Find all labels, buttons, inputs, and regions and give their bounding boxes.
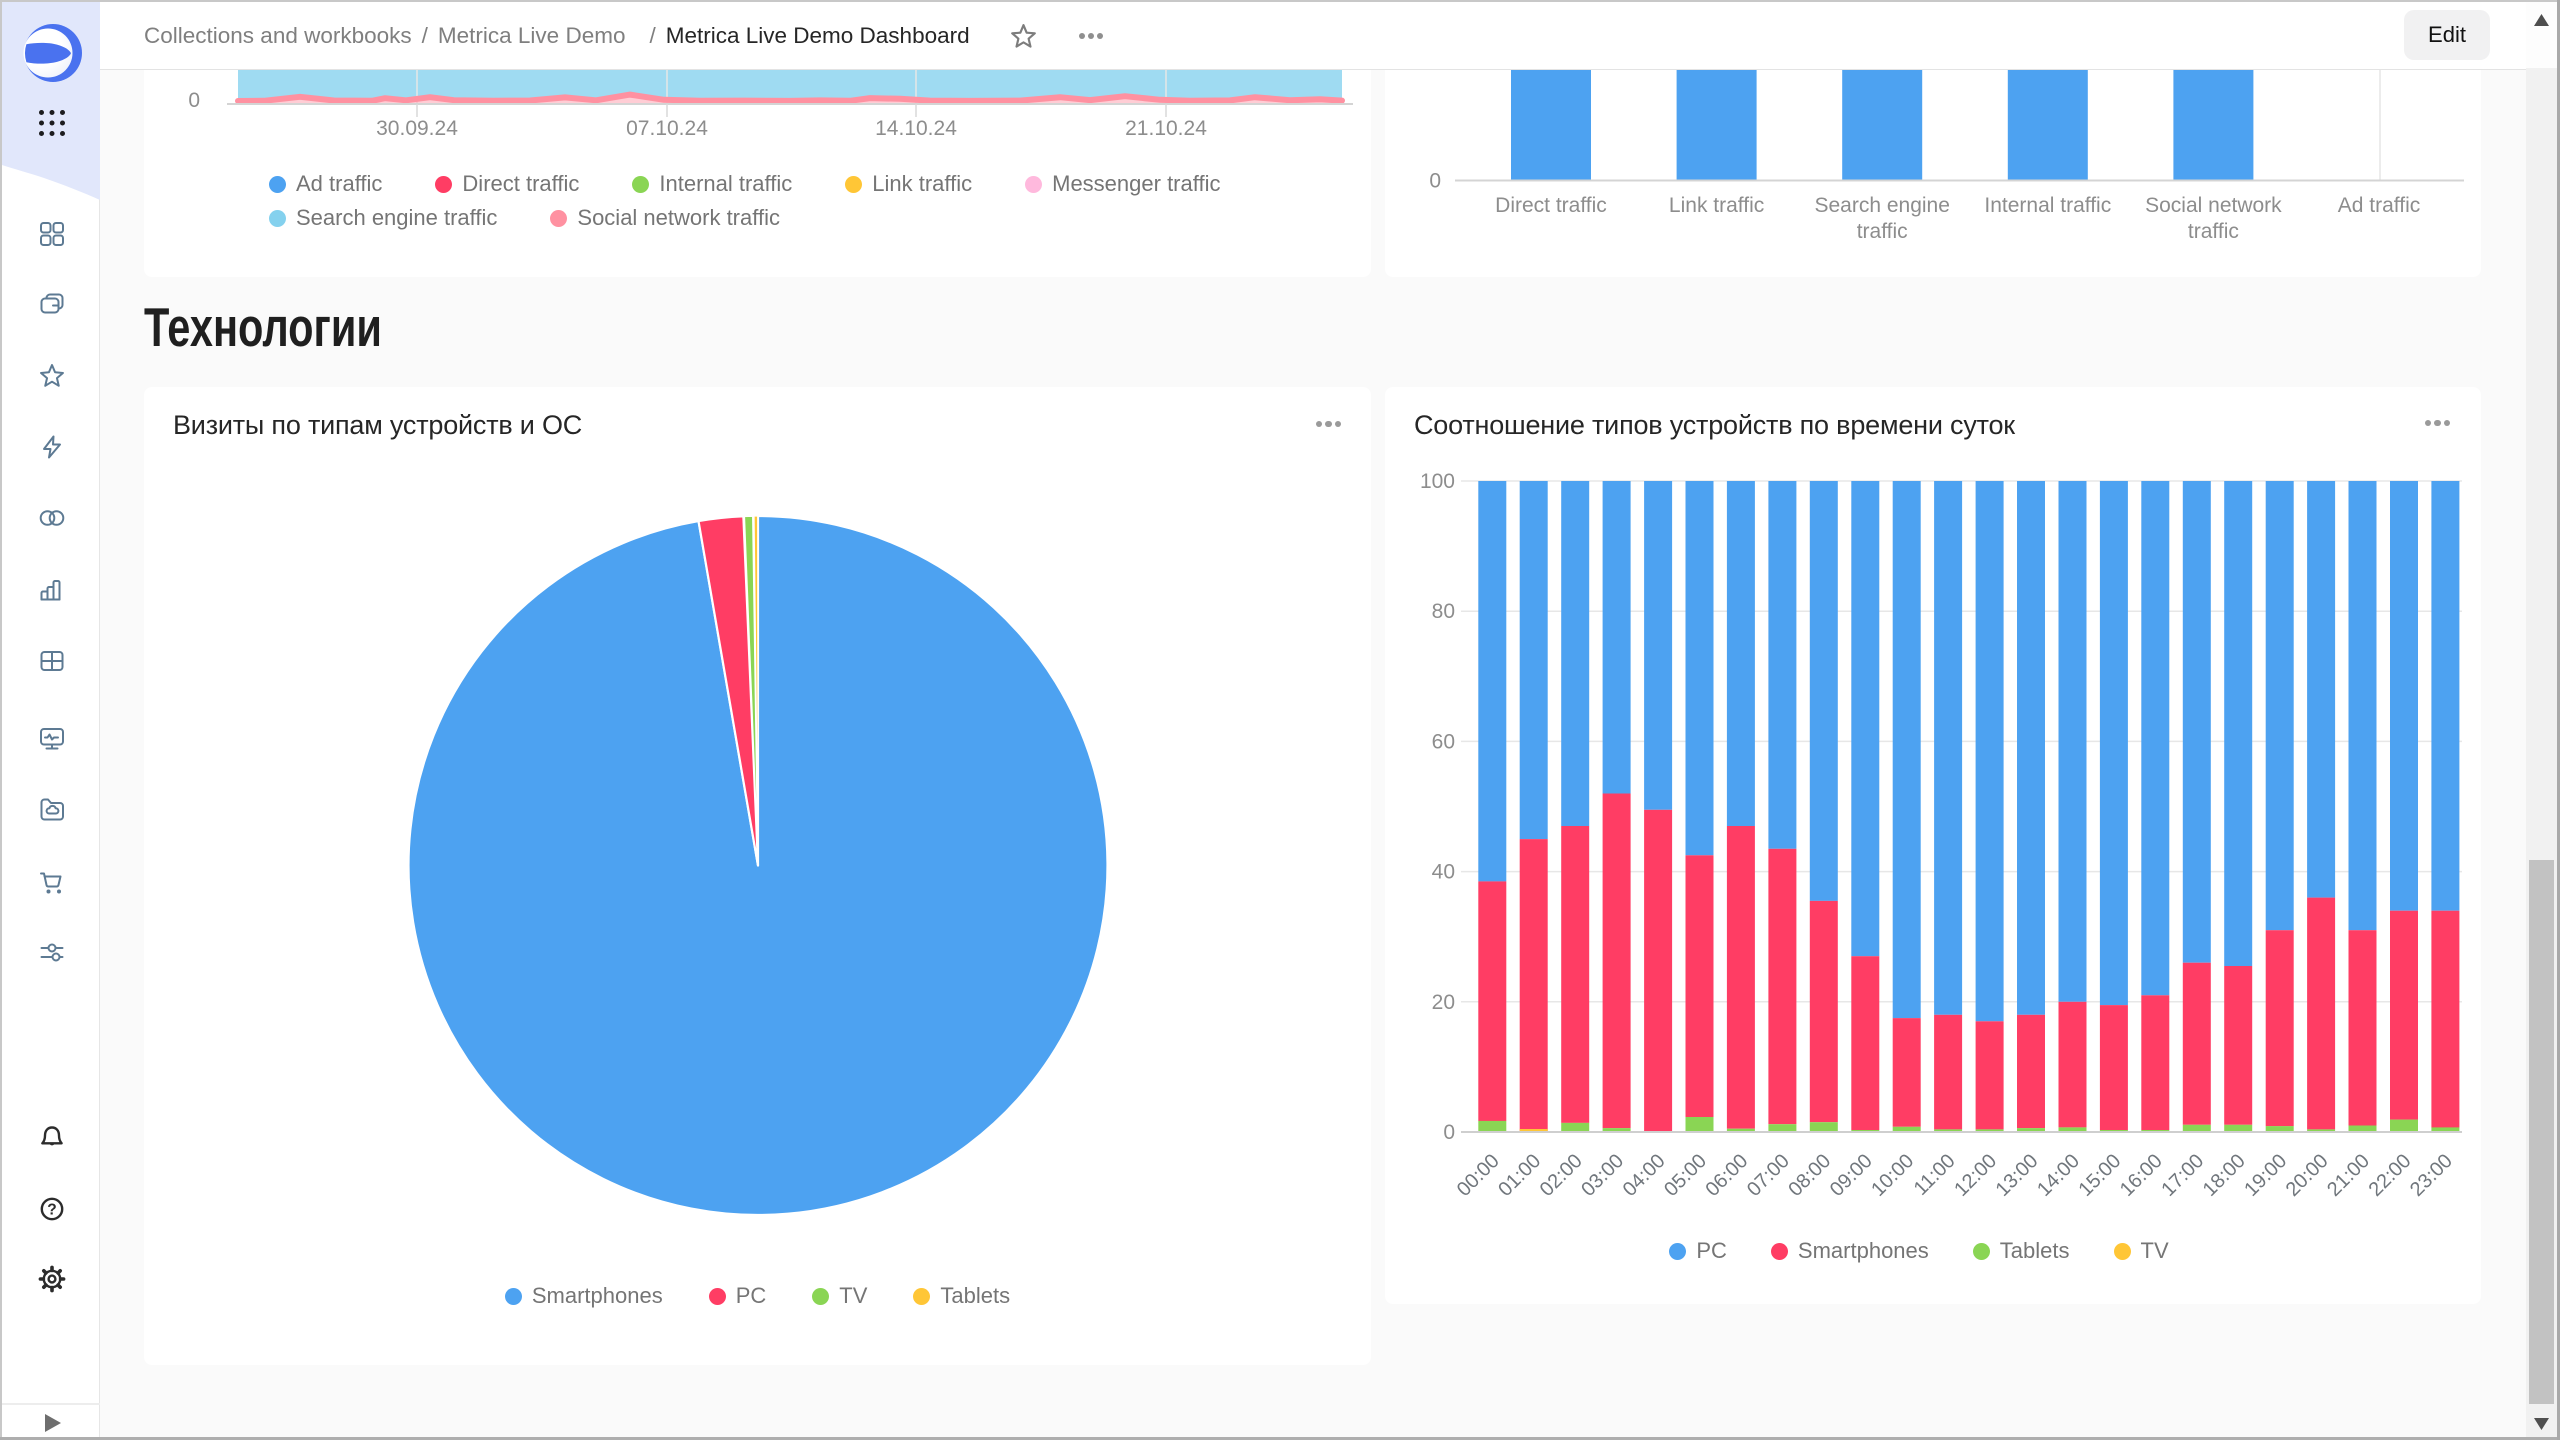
svg-text:Ad traffic: Ad traffic: [2338, 194, 2420, 217]
svg-text:20: 20: [1432, 991, 1455, 1014]
svg-text:14:00: 14:00: [2033, 1150, 2084, 1201]
svg-text:Link traffic: Link traffic: [1669, 194, 1764, 217]
svg-text:07:00: 07:00: [1743, 1150, 1794, 1201]
svg-text:60: 60: [1432, 730, 1455, 753]
svg-text:16:00: 16:00: [2116, 1150, 2167, 1201]
svg-text:04:00: 04:00: [1619, 1150, 1670, 1201]
svg-text:22:00: 22:00: [2365, 1150, 2416, 1201]
svg-text:03:00: 03:00: [1577, 1150, 1628, 1201]
svg-text:20:00: 20:00: [2282, 1150, 2333, 1201]
svg-text:0: 0: [1443, 1121, 1455, 1144]
svg-text:14.10.24: 14.10.24: [875, 117, 957, 140]
svg-text:23:00: 23:00: [2406, 1150, 2457, 1201]
svg-text:01:00: 01:00: [1494, 1150, 1545, 1201]
svg-text:06:00: 06:00: [1701, 1150, 1752, 1201]
svg-text:18:00: 18:00: [2199, 1150, 2250, 1201]
svg-text:traffic: traffic: [2188, 220, 2239, 243]
svg-text:21.10.24: 21.10.24: [1125, 117, 1207, 140]
svg-text:100: 100: [1420, 470, 1455, 493]
svg-text:21:00: 21:00: [2323, 1150, 2374, 1201]
svg-text:17:00: 17:00: [2157, 1150, 2208, 1201]
svg-text:09:00: 09:00: [1826, 1150, 1877, 1201]
svg-text:08:00: 08:00: [1784, 1150, 1835, 1201]
svg-text:19:00: 19:00: [2240, 1150, 2291, 1201]
svg-text:0: 0: [1429, 170, 1441, 193]
svg-text:Search engine: Search engine: [1814, 194, 1949, 217]
svg-text:Direct traffic: Direct traffic: [1495, 194, 1607, 217]
svg-text:80: 80: [1432, 600, 1455, 623]
svg-text:15:00: 15:00: [2074, 1150, 2125, 1201]
svg-text:40: 40: [1432, 861, 1455, 884]
svg-text:02:00: 02:00: [1536, 1150, 1587, 1201]
svg-text:30.09.24: 30.09.24: [376, 117, 458, 140]
svg-text:?: ?: [47, 1202, 56, 1219]
svg-text:0: 0: [188, 89, 200, 112]
svg-text:05:00: 05:00: [1660, 1150, 1711, 1201]
svg-text:Internal traffic: Internal traffic: [1984, 194, 2111, 217]
svg-text:10:00: 10:00: [1867, 1150, 1918, 1201]
svg-text:12:00: 12:00: [1950, 1150, 2001, 1201]
svg-text:Social network: Social network: [2145, 194, 2282, 217]
svg-text:07.10.24: 07.10.24: [626, 117, 708, 140]
svg-text:00:00: 00:00: [1453, 1150, 1504, 1201]
svg-text:13:00: 13:00: [1992, 1150, 2043, 1201]
svg-text:traffic: traffic: [1857, 220, 1908, 243]
svg-text:11:00: 11:00: [1910, 1150, 1960, 1200]
